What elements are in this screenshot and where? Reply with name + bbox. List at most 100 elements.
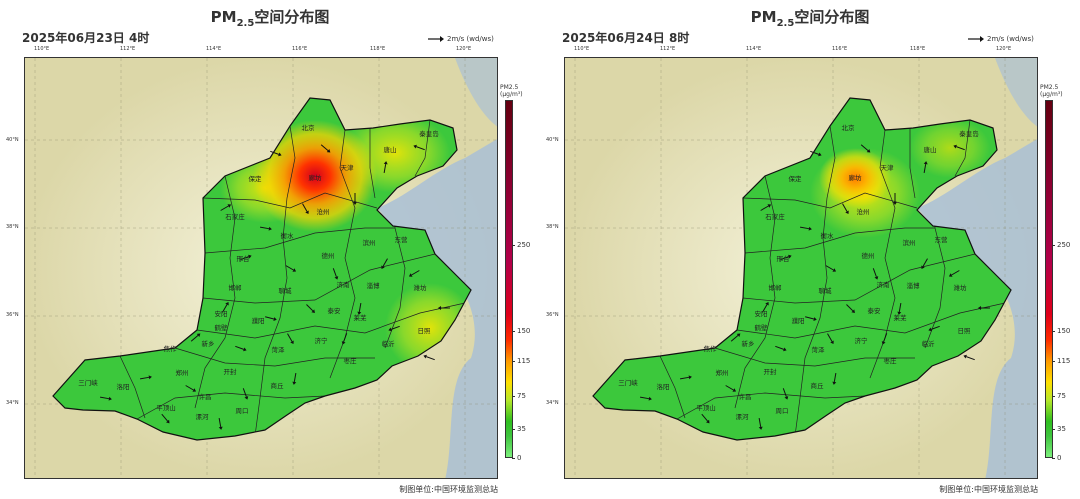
city-label: 沧州 bbox=[857, 207, 870, 216]
colorbar-tick: 150 bbox=[511, 327, 531, 335]
city-label: 德州 bbox=[322, 251, 335, 260]
city-boundary bbox=[196, 302, 466, 339]
wind-arrow-icon bbox=[963, 354, 975, 361]
city-label: 商丘 bbox=[811, 381, 825, 390]
wind-arrow-icon bbox=[270, 150, 282, 157]
city-boundary bbox=[659, 355, 686, 419]
city-boundary bbox=[742, 253, 976, 304]
lon-tick: 118°E bbox=[910, 46, 926, 52]
city-label: 石家庄 bbox=[225, 212, 245, 221]
colorbar-title: PM2.5 (μg/m³) bbox=[500, 84, 523, 98]
city-label: 日照 bbox=[958, 327, 972, 335]
wind-arrow-icon bbox=[302, 203, 309, 215]
sea-area bbox=[995, 58, 1037, 127]
wind-arrow-icon bbox=[893, 193, 897, 205]
city-label: 濮阳 bbox=[252, 316, 265, 325]
map-area[interactable]: 北京 天津 唐山 秦皇岛 廊坊 保定 沧州 石家庄 衡水 邢台 德州 滨州 东营 邯郸 聊城 济南 淄博 潍坊 安阳… bbox=[564, 57, 1038, 479]
city-boundary bbox=[736, 302, 1006, 339]
city-label: 泰安 bbox=[868, 306, 882, 315]
city-label: 临沂 bbox=[922, 339, 936, 348]
city-label: 许昌 bbox=[199, 392, 212, 401]
lat-tick: 36°N bbox=[546, 312, 559, 318]
wind-arrow-icon bbox=[825, 265, 837, 272]
city-label: 邢台 bbox=[237, 254, 250, 263]
map-credit: 制图单位:中国环境监测总站 bbox=[939, 485, 1038, 494]
city-label: 鹤壁 bbox=[215, 323, 229, 332]
city-boundary bbox=[714, 347, 915, 367]
wind-arrow-icon bbox=[762, 301, 769, 313]
region-outline bbox=[592, 97, 1012, 441]
wind-arrow-icon bbox=[161, 413, 170, 424]
lon-tick: 110°E bbox=[574, 46, 590, 52]
wind-arrow-icon bbox=[341, 333, 348, 345]
city-label: 东营 bbox=[935, 235, 949, 244]
city-boundary bbox=[254, 125, 296, 437]
city-label: 周口 bbox=[236, 407, 249, 415]
colorbar-tick: 115 bbox=[1051, 357, 1071, 365]
city-label: 廊坊 bbox=[309, 173, 323, 182]
colorbar-title: PM2.5 (μg/m³) bbox=[1040, 84, 1063, 98]
lon-tick: 114°E bbox=[746, 46, 762, 52]
wind-arrow-icon bbox=[760, 204, 772, 211]
colorbar-tick: 0 bbox=[511, 454, 522, 462]
longitude-ticks: 110°E 112°E 114°E 116°E 118°E 120°E bbox=[564, 46, 1038, 56]
wind-arrow-icon bbox=[953, 144, 965, 151]
sea-area bbox=[377, 139, 497, 478]
city-label: 济南 bbox=[337, 280, 351, 289]
wind-arrow-icon bbox=[827, 333, 834, 345]
wind-arrow-icon bbox=[775, 345, 787, 352]
wind-arrow-icon bbox=[292, 372, 297, 385]
wind-arrow-icon bbox=[222, 301, 229, 313]
map-panel-left: PM2.5空间分布图 2025年06月23日 4时 2m/s (wd/ws) 1… bbox=[0, 8, 531, 494]
city-boundary bbox=[414, 119, 431, 177]
city-boundary bbox=[794, 125, 836, 437]
wind-arrow-icon bbox=[285, 265, 297, 272]
wind-scale-legend: 2m/s (wd/ws) bbox=[968, 35, 1034, 43]
lat-tick: 34°N bbox=[6, 400, 19, 406]
city-label: 滨州 bbox=[363, 238, 376, 247]
wind-arrow-icon bbox=[353, 193, 357, 205]
city-label: 唐山 bbox=[924, 145, 937, 154]
city-label: 新乡 bbox=[202, 339, 215, 348]
wind-arrow-icon bbox=[810, 150, 822, 157]
city-label: 滨州 bbox=[903, 238, 916, 247]
city-label: 郑州 bbox=[176, 369, 189, 377]
sea-area bbox=[455, 58, 497, 127]
wind-arrow-icon bbox=[413, 144, 425, 151]
colorbar-tick: 250 bbox=[1051, 241, 1071, 249]
wind-arrow-icon bbox=[423, 354, 435, 361]
wind-arrow-icon bbox=[185, 385, 197, 392]
longitude-ticks: 110°E 112°E 114°E 116°E 118°E 120°E bbox=[24, 46, 498, 56]
panel-title: PM2.5空间分布图 bbox=[750, 8, 870, 29]
city-label: 廊坊 bbox=[849, 173, 863, 182]
latitude-ticks: 40°N 38°N 36°N 34°N bbox=[540, 57, 564, 479]
pm25-colorbar bbox=[1045, 100, 1053, 458]
city-label: 沧州 bbox=[317, 207, 330, 216]
wind-arrow-icon bbox=[780, 254, 792, 261]
city-label: 淄博 bbox=[907, 281, 921, 290]
wind-arrow-icon bbox=[259, 226, 272, 231]
city-boundary bbox=[954, 119, 971, 177]
city-boundary bbox=[744, 227, 935, 254]
city-label: 鹤壁 bbox=[755, 323, 769, 332]
wind-arrow-icon bbox=[978, 306, 990, 310]
lon-tick: 116°E bbox=[292, 46, 308, 52]
lon-tick: 116°E bbox=[832, 46, 848, 52]
city-boundary bbox=[742, 192, 918, 209]
city-label: 衡水 bbox=[821, 231, 835, 240]
city-label: 石家庄 bbox=[765, 212, 785, 221]
lat-tick: 38°N bbox=[6, 224, 19, 230]
wind-arrow-icon bbox=[428, 36, 444, 42]
wind-arrow-icon bbox=[388, 325, 400, 332]
wind-arrow-icon bbox=[265, 316, 277, 321]
city-label: 聊城 bbox=[819, 286, 833, 295]
wind-arrow-icon bbox=[805, 316, 817, 321]
city-label: 邢台 bbox=[777, 254, 790, 263]
lat-tick: 36°N bbox=[6, 312, 19, 318]
city-label: 北京 bbox=[302, 123, 316, 132]
city-label: 焦作 bbox=[164, 344, 178, 353]
map-area[interactable]: 北京 天津 唐山 秦皇岛 廊坊 保定 沧州 石家庄 衡水 邢台 德州 滨州 东营 邯郸 聊城 济南 淄博 潍坊 安阳… bbox=[24, 57, 498, 479]
wind-arrow-icon bbox=[846, 304, 855, 313]
city-label: 德州 bbox=[862, 251, 875, 260]
latitude-ticks: 40°N 38°N 36°N 34°N bbox=[0, 57, 24, 479]
